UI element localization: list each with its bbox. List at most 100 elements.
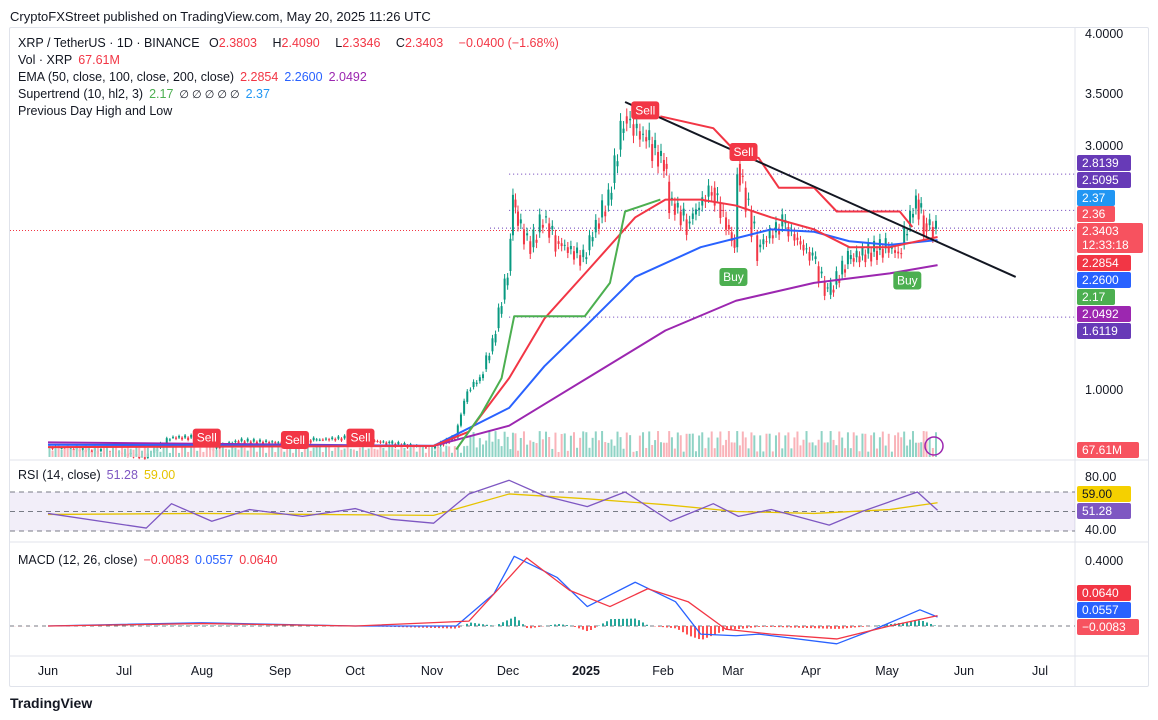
volume-bar xyxy=(280,447,283,457)
macd-histogram-bar xyxy=(590,626,592,630)
volume-bar xyxy=(385,450,388,457)
candle-body xyxy=(884,238,887,249)
candle-body xyxy=(385,442,388,445)
y-tick: 1.0000 xyxy=(1085,383,1124,397)
candle-body xyxy=(852,258,855,262)
volume-bar xyxy=(143,445,146,457)
candle-body xyxy=(168,439,171,441)
volume-bar xyxy=(829,431,832,457)
volume-bar xyxy=(469,435,472,457)
volume-bar xyxy=(657,431,660,457)
candle-body xyxy=(442,444,445,446)
last-price-label: 2.3403 12:33:18 xyxy=(1077,223,1143,253)
volume-bar xyxy=(799,445,802,457)
candle-body xyxy=(911,213,914,218)
candle-body xyxy=(328,439,331,441)
candle-body xyxy=(747,198,750,200)
rsi-ma-line xyxy=(47,493,938,517)
volume-bar xyxy=(258,445,261,457)
candle-body xyxy=(688,221,691,224)
macd-histogram-bar xyxy=(770,626,772,627)
candle-body xyxy=(875,250,878,260)
volume-bar xyxy=(184,445,187,457)
candle-body xyxy=(60,447,63,449)
candle-body xyxy=(662,159,665,172)
volume-bar xyxy=(289,446,292,457)
candle-body xyxy=(234,440,237,443)
volume-bar xyxy=(181,446,184,457)
candle-body xyxy=(906,233,909,236)
volume-bar xyxy=(51,450,54,457)
candle-body xyxy=(928,219,931,226)
volume-bar xyxy=(397,449,400,457)
macd-histogram-bar xyxy=(478,623,480,626)
candle-body xyxy=(648,130,651,141)
macd-histogram-bar xyxy=(718,626,720,633)
macd-histogram-bar xyxy=(806,626,808,628)
legend-macd: MACD (12, 26, close) −0.0083 0.0557 0.0640 xyxy=(18,553,278,567)
volume-bar xyxy=(673,448,676,457)
volume-bar xyxy=(156,446,159,457)
macd-value: 0.0557 xyxy=(195,553,234,567)
candle-body xyxy=(823,280,826,296)
macd-histogram-bar xyxy=(886,624,888,626)
candle-body xyxy=(379,441,382,443)
volume-bar xyxy=(448,446,451,457)
candle-body xyxy=(249,441,252,445)
volume-bar xyxy=(503,431,506,457)
volume-bar xyxy=(246,450,249,457)
candle-body xyxy=(616,161,619,167)
volume-bar xyxy=(855,435,858,457)
volume-bar xyxy=(135,445,138,457)
volume-bar xyxy=(554,432,557,457)
x-tick: Feb xyxy=(652,664,674,678)
macd-histogram-bar xyxy=(458,626,460,628)
volume-bar xyxy=(750,432,753,457)
volume-bar xyxy=(331,450,334,457)
change-value: −0.0400 (−1.68%) xyxy=(458,36,559,50)
candle-body xyxy=(665,163,668,169)
volume-bar xyxy=(753,435,756,457)
volume-bar xyxy=(727,431,730,457)
volume-bar xyxy=(196,450,199,457)
candle-body xyxy=(694,209,697,215)
volume-bar xyxy=(585,432,588,457)
x-tick: Jul xyxy=(116,664,132,678)
volume-bar xyxy=(497,439,500,457)
candle-body xyxy=(529,241,532,254)
candle-body xyxy=(268,442,271,444)
candle-body xyxy=(736,174,739,248)
volume-bar xyxy=(337,445,340,457)
macd-histogram-bar xyxy=(750,626,752,628)
volume-bar xyxy=(187,451,190,457)
candle-body xyxy=(466,391,469,402)
volume-bar xyxy=(887,433,890,457)
x-tick: Aug xyxy=(190,664,214,678)
candle-body xyxy=(610,192,613,200)
candle-body xyxy=(629,118,632,121)
x-tick: May xyxy=(875,664,899,678)
volume-bar xyxy=(48,445,51,457)
volume-bar xyxy=(271,445,274,457)
macd-histogram-bar xyxy=(722,626,724,632)
candle-body xyxy=(246,438,249,442)
candle-body xyxy=(478,377,481,382)
candle-body xyxy=(844,269,847,273)
volume-bar xyxy=(424,452,427,457)
volume-bar xyxy=(516,450,519,457)
trendline xyxy=(624,101,1017,278)
macd-histogram-bar xyxy=(778,626,780,628)
signal-buy-marker xyxy=(893,271,922,290)
volume-bar xyxy=(738,445,741,457)
candle-body xyxy=(741,175,744,177)
volume-bar xyxy=(286,445,289,457)
candle-body xyxy=(274,442,277,444)
candle-body xyxy=(554,235,557,252)
volume-bar xyxy=(215,449,218,457)
volume-bar xyxy=(334,447,337,457)
macd-histogram-bar xyxy=(794,626,796,628)
macd-histogram-bar xyxy=(514,616,516,626)
candle-body xyxy=(738,163,741,186)
candle-body xyxy=(894,250,897,253)
